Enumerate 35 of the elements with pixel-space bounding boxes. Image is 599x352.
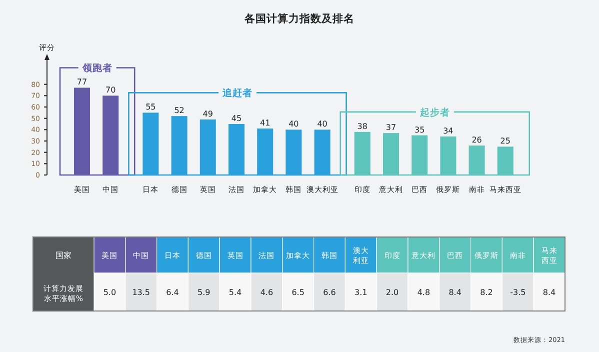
data-label: 49 <box>202 109 213 118</box>
data-label: 26 <box>472 136 482 145</box>
data-label: 5.9 <box>198 288 210 297</box>
data-label: 77 <box>76 78 88 87</box>
data-label: 6.6 <box>323 288 336 297</box>
series-label: 领跑者 <box>81 62 112 74</box>
data-label: 25 <box>500 136 510 146</box>
data-label: 8.2 <box>480 288 493 297</box>
data-label: 40 <box>288 120 299 129</box>
data-label: 13.5 <box>132 288 150 297</box>
data-label: 70 <box>106 86 116 95</box>
text: 国家 <box>56 251 72 260</box>
data-label: 2.0 <box>386 288 399 297</box>
data-label: 5.4 <box>228 288 242 297</box>
chart-title: 各国计算力指数及排名 <box>244 12 354 25</box>
series-label: 起步者 <box>418 106 450 118</box>
data-label: 40 <box>317 120 328 129</box>
data-label: 6.5 <box>292 288 304 297</box>
data-label: 38 <box>357 122 368 131</box>
data-label: 41 <box>260 118 270 128</box>
text: 追赶者 <box>222 87 252 100</box>
data-label: 52 <box>174 106 184 116</box>
data-label: 4.6 <box>260 288 274 297</box>
data-label: 8.4 <box>448 288 462 297</box>
data-label: 5.0 <box>103 288 116 297</box>
data-label: 37 <box>386 123 396 132</box>
data-label: 55 <box>146 102 156 112</box>
data-label: 35 <box>414 125 425 134</box>
data-label: 8.4 <box>542 288 556 297</box>
data-label: 34 <box>443 126 454 136</box>
data-label: 3.1 <box>354 288 368 297</box>
data-label: 45 <box>231 114 242 123</box>
data-label: -3.5 <box>510 288 526 297</box>
data-label: 4.8 <box>417 288 430 297</box>
data-label: 6.4 <box>166 288 179 297</box>
